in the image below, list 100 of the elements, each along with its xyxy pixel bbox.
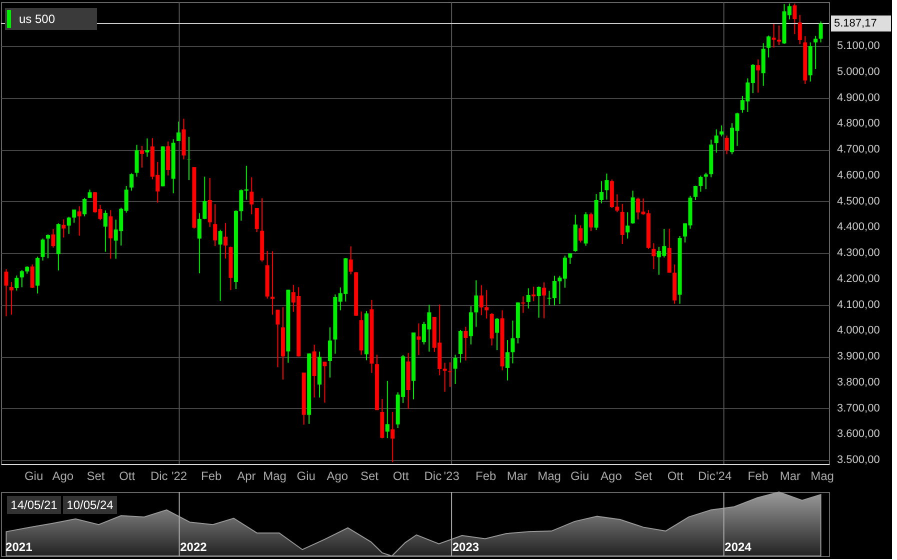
y-tick-label: 4.800,00: [837, 118, 880, 130]
x-tick-label: 2021: [6, 540, 33, 554]
x-tick-label: Ott: [119, 469, 136, 483]
x-tick-label: 2022: [180, 540, 208, 554]
candlestick: [208, 178, 212, 228]
candlestick: [532, 286, 536, 302]
candlestick: [542, 282, 546, 319]
candlestick: [536, 286, 541, 318]
x-tick-label: Ago: [52, 469, 74, 483]
candlestick: [108, 210, 113, 260]
x-tick-label: Mar: [780, 469, 801, 483]
candlestick: [176, 121, 181, 142]
candlestick: [72, 209, 76, 224]
y-tick-label: 4.100,00: [837, 298, 880, 311]
x-tick-label: Apr: [237, 469, 256, 483]
y-tick-label: 3.900,00: [837, 350, 880, 363]
annotation: 10/05/24: [66, 498, 114, 512]
x-tick-label: Dic: [424, 469, 442, 483]
candlestick: [495, 318, 500, 351]
candlestick: [442, 362, 447, 392]
candlestick: [521, 296, 526, 314]
candlestick: [464, 326, 468, 361]
x-tick-label: 2023: [452, 540, 480, 554]
candlestick: [468, 306, 473, 345]
y-tick-label: 4.200,00: [837, 272, 880, 285]
candlestick: [166, 141, 170, 176]
candlestick: [82, 197, 87, 217]
candlestick: [224, 222, 228, 259]
x-tick-label: Mag: [538, 469, 561, 483]
candlestick: [276, 309, 280, 368]
candlestick: [103, 210, 108, 252]
candlestick: [197, 212, 202, 274]
candlestick: [505, 340, 510, 381]
candlestick: [14, 275, 19, 292]
x-tick-label: Giu: [24, 469, 44, 483]
y-tick-label: 3.800,00: [837, 376, 880, 388]
y-tick-label: 4.600,00: [837, 169, 880, 182]
candlestick: [720, 124, 724, 137]
x-tick-label: Mar: [506, 469, 528, 483]
candlestick: [145, 138, 150, 158]
x-tick-label: Ott: [392, 469, 410, 483]
candlestick: [51, 228, 56, 248]
x-tick-label: Giu: [296, 469, 316, 483]
candlestick: [213, 204, 218, 247]
x-tick-label: '23: [444, 469, 460, 483]
x-tick-label: Dic: [150, 469, 168, 483]
candlestick: [578, 224, 583, 243]
candlestick: [186, 136, 191, 181]
candlestick: [792, 3, 797, 35]
candlestick: [218, 229, 222, 302]
candlestick: [510, 320, 515, 364]
x-tick-label: Giu: [570, 469, 590, 483]
candlestick: [458, 329, 463, 364]
candlestick: [254, 208, 259, 233]
candlestick: [714, 128, 718, 154]
x-tick-label: Set: [360, 469, 380, 483]
candlestick: [130, 172, 134, 192]
candlestick: [453, 354, 458, 385]
y-tick-label: 4.400,00: [837, 221, 880, 234]
x-tick-label: '22: [171, 469, 188, 483]
candlestick: [416, 322, 421, 356]
candlestick: [693, 185, 698, 200]
candlestick: [756, 58, 760, 94]
candlestick: [589, 212, 594, 232]
x-tick-label: Dic: [698, 469, 716, 483]
candlestick: [724, 135, 729, 155]
y-tick-label: 3.700,00: [837, 402, 880, 414]
candlestick: [652, 242, 656, 270]
candlestick: [772, 22, 776, 48]
candlestick: [818, 20, 823, 43]
y-tick-label: 4.300,00: [837, 247, 880, 260]
candlestick: [62, 218, 66, 238]
candlestick: [134, 144, 139, 178]
y-tick-label: 4.500,00: [837, 195, 880, 208]
candlestick: [348, 246, 353, 275]
candlestick: [250, 176, 254, 215]
x-tick-label: '24: [716, 469, 732, 483]
ref-line-label: 5.187,17: [834, 17, 877, 30]
x-tick-label: 2024: [724, 540, 752, 554]
candlestick: [698, 175, 703, 192]
candlestick: [270, 250, 275, 316]
x-tick-label: Feb: [201, 469, 222, 483]
x-tick-label: Ago: [600, 469, 622, 483]
candlestick: [140, 145, 144, 168]
y-tick-label: 4.900,00: [837, 92, 880, 104]
candlestick: [604, 173, 609, 200]
candlestick: [385, 380, 390, 439]
candlestick: [77, 206, 82, 236]
candlestick: [766, 35, 771, 58]
candlestick: [599, 180, 604, 204]
candlestick: [626, 212, 630, 240]
candlestick: [620, 203, 624, 244]
legend-label: us 500: [19, 12, 56, 26]
candlestick: [390, 411, 395, 463]
candlestick: [798, 14, 802, 45]
x-tick-label: Set: [86, 469, 106, 483]
y-tick-label: 5.100,00: [837, 40, 880, 52]
candlestick: [474, 280, 478, 328]
candlestick: [40, 238, 45, 262]
candlestick: [526, 288, 530, 309]
